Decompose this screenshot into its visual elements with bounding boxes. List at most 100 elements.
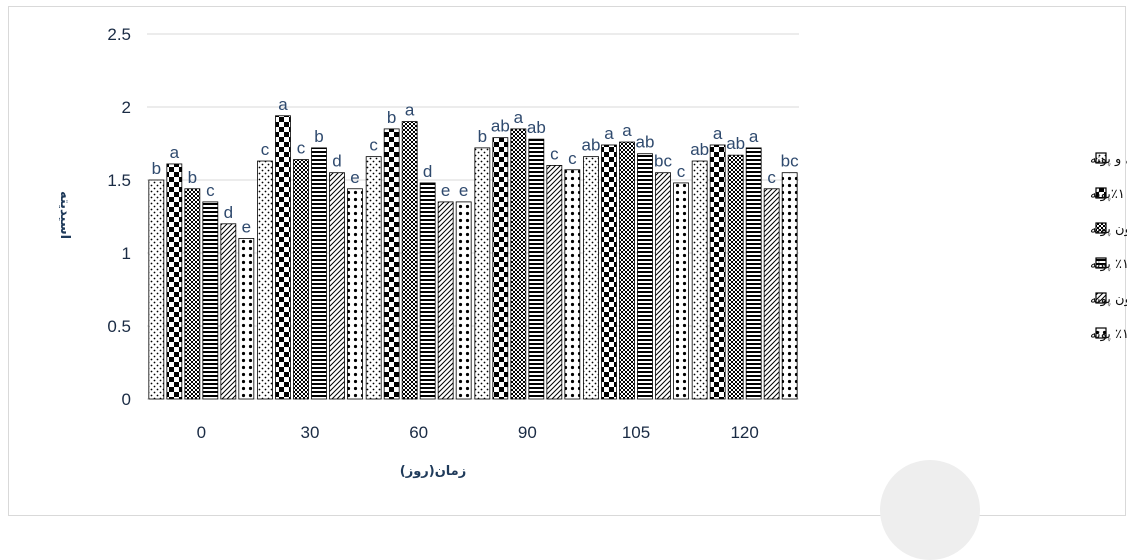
bar (763, 188, 780, 400)
bar (492, 137, 509, 400)
bar (727, 154, 744, 400)
significance-label: ab (527, 118, 546, 137)
significance-label: a (514, 108, 524, 127)
bar (202, 201, 219, 400)
significance-label: c (677, 162, 686, 181)
significance-label: a (405, 101, 415, 120)
bar (709, 144, 726, 400)
y-tick-label: 1 (122, 244, 131, 263)
bar (383, 128, 400, 400)
significance-label: a (749, 127, 759, 146)
x-tick-label: 60 (409, 423, 428, 442)
y-tick-label: 2 (122, 98, 131, 117)
bar (365, 156, 382, 400)
significance-label: ab (636, 133, 655, 152)
significance-label: c (206, 181, 215, 200)
bar (691, 160, 708, 400)
bar (347, 188, 363, 400)
significance-label: bc (781, 152, 799, 171)
significance-label: b (478, 127, 487, 146)
bar (583, 156, 599, 400)
y-tick-label: 0.5 (107, 317, 131, 336)
significance-label: a (622, 121, 632, 140)
bar (311, 147, 327, 400)
significance-label: b (314, 127, 323, 146)
significance-label: d (423, 162, 432, 181)
x-tick-label: 120 (730, 423, 758, 442)
y-tick-label: 1.5 (107, 171, 131, 190)
significance-label: e (441, 181, 450, 200)
legend-swatch (1095, 292, 1107, 304)
bar (329, 172, 345, 400)
y-tick-label: 0 (122, 390, 131, 409)
significance-label: a (604, 124, 614, 143)
legend-entry-label: شاهد۲- بدون تمرهندی ، ۱٪پونه (1090, 187, 1127, 202)
significance-label: ab (582, 136, 601, 155)
significance-label: ab (491, 117, 510, 136)
bar (148, 179, 165, 400)
legend-entry-label: شاهد۱- بدون تمرهندی و پونه (1090, 152, 1127, 167)
significance-label: d (224, 203, 233, 222)
gridlines (147, 33, 799, 400)
bar (564, 169, 581, 400)
bars (148, 115, 798, 400)
x-tick-label: 105 (622, 423, 650, 442)
legend-swatch (1095, 257, 1107, 269)
bar (401, 121, 418, 400)
significance-label: c (261, 140, 270, 159)
significance-label: a (278, 95, 288, 114)
chart-area: 0 0.5 1 1.5 2 2.5 b a b c d e c a c b d e c b a d e e b ab a ab c c a… (8, 6, 1127, 516)
bar (781, 172, 798, 400)
significance-label: c (568, 149, 577, 168)
significance-label: d (332, 152, 341, 171)
y-axis-title: اسیدیته (57, 191, 72, 239)
bar (220, 223, 237, 400)
significance-label: e (459, 181, 468, 200)
bar (528, 138, 545, 400)
legend-entry-label: تیمار۱- ۵٪ تمرهندی ، بدون پونه (1090, 222, 1127, 237)
legend-entry-label: تیمار٤- ۱۰٪ تمرهندی و۱٪ پونه (1090, 327, 1127, 342)
x-tick-label: 30 (301, 423, 320, 442)
bar (419, 182, 436, 400)
significance-label: bc (654, 152, 672, 171)
significance-label: ab (726, 134, 745, 153)
significance-label: c (369, 136, 378, 155)
bar (184, 188, 201, 400)
bar (546, 164, 563, 400)
bar (637, 153, 653, 400)
legend-swatch (1095, 152, 1107, 164)
significance-label: b (152, 159, 161, 178)
bar (601, 144, 617, 400)
bar (166, 163, 183, 400)
legend-swatch (1095, 327, 1107, 339)
legend-swatch (1095, 187, 1107, 199)
significance-label: c (297, 139, 306, 158)
x-tick-label: 0 (197, 423, 206, 442)
bar (745, 147, 762, 400)
significance-label: b (387, 108, 396, 127)
significance-label: b (188, 168, 197, 187)
significance-label: e (242, 217, 251, 236)
y-tick-label: 2.5 (107, 25, 131, 44)
legend-swatch (1095, 222, 1107, 234)
bar (238, 237, 255, 400)
legend-entry-label: تیمار۳- ۱۰٪ تمرهندی، بدون پونه (1090, 292, 1127, 307)
bar (293, 159, 309, 400)
x-tick-label: 90 (518, 423, 537, 442)
significance-label: ab (690, 140, 709, 159)
bar (455, 201, 472, 400)
bar (510, 128, 527, 400)
significance-label: e (350, 168, 359, 187)
bar (437, 201, 454, 400)
bar (474, 147, 491, 400)
bar (655, 172, 671, 400)
legend-entry-label: تیمار۲- ۵٪ تمرهندی، ۱٪ پونه (1090, 257, 1127, 272)
watermark-circle (880, 460, 980, 560)
bar (275, 115, 291, 400)
legend: شاهد۱- بدون تمرهندی و پونه شاهد۲- بدون تم… (1090, 152, 1127, 342)
significance-label: a (170, 143, 180, 162)
x-axis-title: زمان(روز) (400, 464, 466, 479)
bar (257, 160, 273, 400)
